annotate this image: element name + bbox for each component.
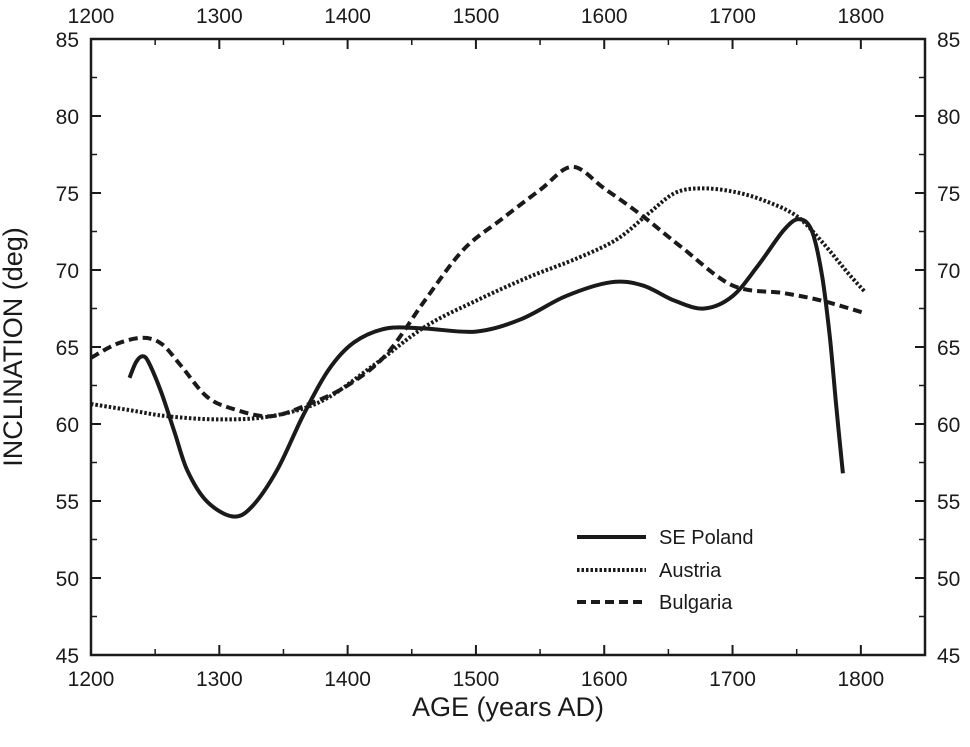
y-tick-label-right: 50 [937,568,960,591]
series-line-se-poland [127,217,845,519]
legend-label-se-poland: SE Poland [659,527,754,549]
legend-label-austria: Austria [659,560,722,582]
x-tick-label-bottom: 1500 [453,668,500,691]
x-tick-label-bottom: 1400 [324,668,371,691]
y-tick-label-left: 80 [56,106,79,129]
legend-label-bulgaria: Bulgaria [659,592,733,614]
y-tick-label-left: 45 [56,645,79,668]
legend: SE Poland Austria Bulgaria [577,527,754,614]
y-tick-label-left: 75 [56,183,79,206]
x-tick-label-bottom: 1600 [581,668,628,691]
y-tick-label-left: 55 [56,491,79,514]
x-tick-label-top: 1500 [453,5,500,28]
y-tick-label-right: 55 [937,491,960,514]
x-tick-label-bottom: 1800 [837,668,884,691]
ticks-layer: 1200 1200 1300 1300 1400 1400 1500 1500 1600 1600… [56,5,961,691]
y-tick-label-right: 60 [937,414,960,437]
x-tick-label-top: 1600 [581,5,628,28]
y-tick-label-right: 85 [937,29,960,52]
series-line-austria [90,186,867,422]
y-tick-label-right: 80 [937,106,960,129]
y-tick-label-right: 70 [937,260,960,283]
y-axis-title: INCLINATION (deg) [0,227,28,467]
y-tick-label-right: 45 [937,645,960,668]
y-tick-label-right: 65 [937,337,960,360]
plot-frame [89,37,927,657]
y-tick-label-left: 65 [56,337,79,360]
x-tick-label-bottom: 1200 [68,668,115,691]
series-layer [90,164,867,519]
x-tick-label-top: 1300 [196,5,243,28]
y-tick-label-left: 70 [56,260,79,283]
x-tick-label-top: 1700 [709,5,756,28]
y-tick-label-left: 60 [56,414,79,437]
x-tick-label-bottom: 1300 [196,668,243,691]
y-tick-label-left: 50 [56,568,79,591]
series-line-bulgaria [90,164,866,419]
x-axis-title: AGE (years AD) [412,692,604,722]
x-tick-label-bottom: 1700 [709,668,756,691]
y-tick-label-right: 75 [937,183,960,206]
x-tick-label-top: 1400 [324,5,371,28]
y-tick-label-left: 85 [56,29,79,52]
x-tick-label-top: 1200 [68,5,115,28]
x-tick-label-top: 1800 [837,5,884,28]
